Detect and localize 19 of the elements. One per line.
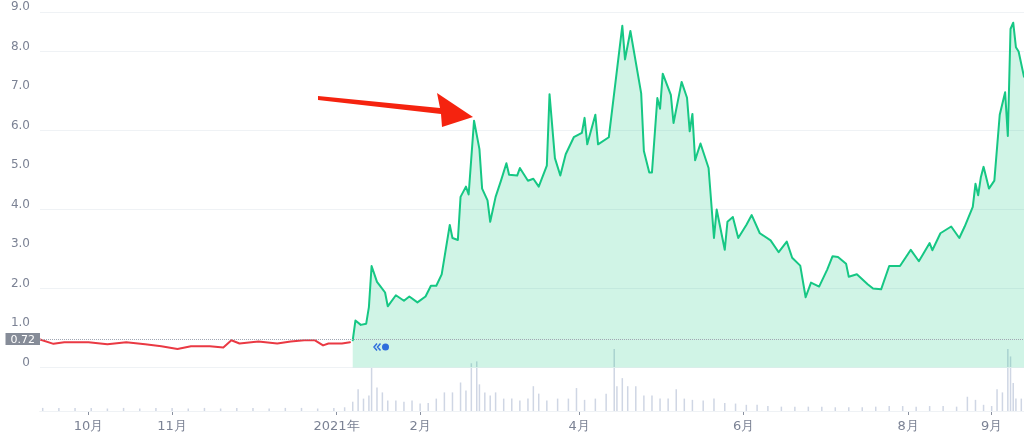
x-tick-label: 6月 <box>732 418 755 433</box>
x-tick-label: 11月 <box>157 418 187 433</box>
y-tick-label: 6.0 <box>10 117 30 132</box>
y-tick-label: 4.0 <box>10 196 30 211</box>
y-tick-label: 1.0 <box>10 315 30 330</box>
x-tick-label: 2月 <box>409 418 431 433</box>
y-tick-label: 0 <box>22 354 30 369</box>
x-tick-label: 8月 <box>897 418 919 433</box>
x-tick-label: 4月 <box>568 418 590 433</box>
y-tick-label: 5.0 <box>10 157 30 172</box>
y-tick-label: 9.0 <box>10 0 30 13</box>
x-tick-label: 10月 <box>73 418 104 433</box>
ref-line-label: 0.72 <box>10 332 35 346</box>
y-tick-label: 2.0 <box>10 275 30 290</box>
y-tick-label: 3.0 <box>10 236 30 251</box>
y-tick-label: 7.0 <box>10 78 30 93</box>
x-tick-label: 9月 <box>981 418 1003 433</box>
y-tick-label: 8.0 <box>10 38 30 53</box>
x-tick-label: 2021年 <box>313 418 360 433</box>
